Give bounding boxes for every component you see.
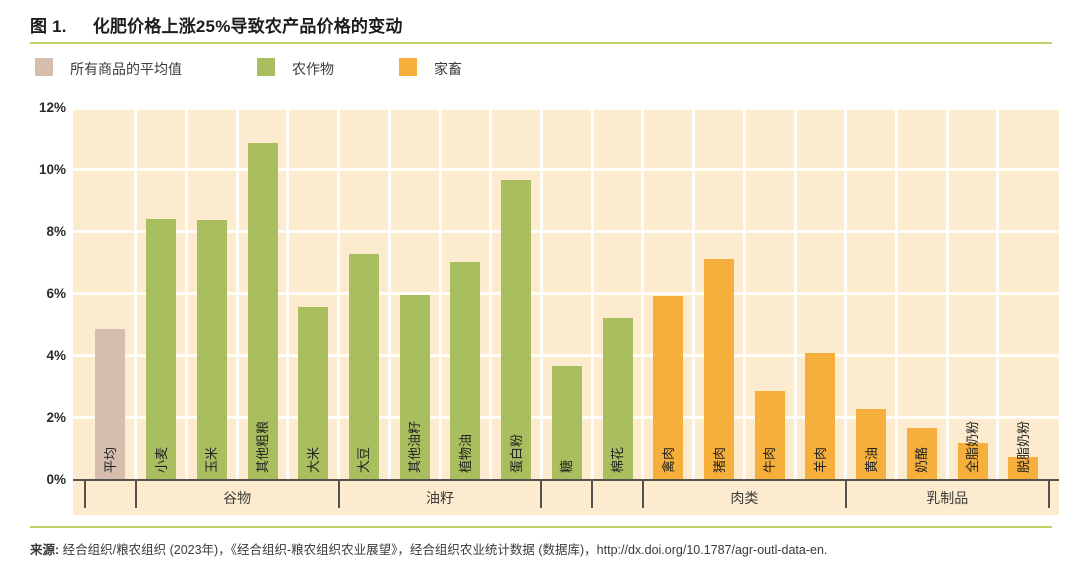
- gridline-vertical: [742, 107, 746, 479]
- y-axis-tick-label: 0%: [46, 472, 66, 487]
- gridline-vertical: [438, 107, 442, 479]
- axis-tick: [337, 481, 340, 508]
- bar: [95, 328, 126, 479]
- legend-label-livestock: 家畜: [434, 61, 462, 77]
- legend-label-crops: 农作物: [292, 61, 334, 77]
- gridline-vertical: [387, 107, 391, 479]
- crops-swatch: [257, 58, 275, 76]
- bar-category-label: 其他粗粮: [255, 420, 271, 473]
- gridline-vertical: [895, 107, 899, 479]
- gridline-vertical: [539, 107, 543, 479]
- bar: [653, 296, 684, 479]
- bar-category-label: 牛肉: [762, 446, 778, 473]
- axis-tick: [84, 481, 86, 508]
- axis-tick: [641, 481, 644, 508]
- livestock-swatch: [399, 58, 417, 76]
- gridline-vertical: [184, 107, 188, 479]
- bottom-divider: [30, 526, 1052, 528]
- bar: [247, 142, 278, 479]
- axis-tick: [844, 481, 847, 508]
- source-prefix: 来源:: [30, 543, 60, 557]
- bar: [348, 254, 379, 479]
- y-axis-tick-label: 12%: [38, 100, 66, 115]
- bar: [856, 409, 887, 479]
- axis-tick: [540, 481, 543, 508]
- bar: [146, 218, 177, 479]
- axis-tick: [591, 481, 594, 508]
- category-group-label: 肉类: [730, 490, 759, 506]
- bar: [1008, 457, 1039, 479]
- gridline-vertical: [337, 107, 341, 479]
- gridline-vertical: [844, 107, 848, 479]
- gridline-horizontal: [73, 230, 1059, 233]
- gridline-vertical: [996, 107, 1000, 479]
- bar-category-label: 平均: [102, 446, 118, 473]
- bar: [196, 220, 227, 479]
- gridline-vertical: [692, 107, 696, 479]
- bar-category-label: 羊肉: [812, 446, 828, 473]
- gridline-horizontal: [73, 292, 1059, 295]
- gridline-vertical: [134, 107, 138, 479]
- category-group-label: 油籽: [426, 490, 455, 506]
- bar-category-label: 大米: [305, 446, 321, 473]
- axis-tick: [134, 481, 137, 508]
- bar: [704, 258, 734, 479]
- bar-category-label: 奶酪: [914, 446, 930, 473]
- gridline-vertical: [793, 107, 797, 479]
- y-axis: 0% 2% 4% 6% 8% 10% 12%: [0, 0, 66, 566]
- gridline-vertical: [235, 107, 239, 479]
- figure-title: 图 1. 化肥价格上涨25%导致农产品价格的变动: [30, 12, 403, 37]
- average-swatch: [35, 58, 53, 76]
- bar-category-label: 黄油: [863, 446, 879, 473]
- bar-category-label: 脱脂奶粉: [1015, 420, 1031, 473]
- bar: [906, 427, 937, 479]
- bar-category-label: 玉米: [204, 446, 220, 473]
- bar-category-label: 全脂奶粉: [965, 420, 981, 473]
- title-divider: [30, 42, 1052, 44]
- category-group-label: 谷物: [223, 490, 252, 506]
- gridline-horizontal: [73, 354, 1059, 357]
- axis-tick: [1047, 481, 1050, 508]
- gridline-vertical: [641, 107, 645, 479]
- legend-label-average: 所有商品的平均值: [70, 61, 182, 77]
- bar: [602, 317, 633, 479]
- gridline-horizontal: [73, 168, 1059, 171]
- gridline-vertical: [489, 107, 493, 479]
- bar-category-label: 蛋白粉: [508, 433, 524, 473]
- figure-title-text: 化肥价格上涨25%导致农产品价格的变动: [92, 17, 403, 36]
- x-axis-line: [73, 479, 1059, 481]
- gridline-vertical: [286, 107, 290, 479]
- bar: [957, 443, 988, 479]
- bar-category-label: 大豆: [356, 446, 372, 473]
- bar-category-label: 糖: [559, 459, 575, 473]
- bar-category-label: 禽肉: [660, 446, 676, 473]
- bar-category-label: 小麦: [153, 446, 169, 473]
- bar-category-label: 其他油籽: [407, 420, 423, 473]
- bar-category-label: 猪肉: [711, 446, 727, 473]
- gridline-vertical: [590, 107, 594, 479]
- bar: [805, 353, 836, 479]
- bar: [298, 306, 329, 479]
- bar: [501, 179, 532, 479]
- gridline-horizontal: [73, 107, 1059, 110]
- y-axis-tick-label: 2%: [46, 410, 66, 425]
- bar: [450, 262, 481, 479]
- bar: [399, 294, 430, 479]
- bar-chart: 平均 小麦 玉米 其他粗粮 大米 大豆 其他油籽 植物油 蛋白粉糖 棉花 禽肉 猪肉 牛肉 羊肉 黄油 奶酪 全…: [73, 107, 1059, 515]
- y-axis-tick-label: 10%: [38, 162, 66, 177]
- y-axis-tick-label: 6%: [46, 286, 66, 301]
- bar-category-label: 植物油: [457, 433, 473, 473]
- gridline-vertical: [945, 107, 949, 479]
- source-text: 经合组织/粮农组织 (2023年)，《经合组织-粮农组织农业展望》，经合组织农业…: [59, 543, 828, 557]
- y-axis-tick-label: 4%: [46, 348, 66, 363]
- source-note: 来源: 经合组织/粮农组织 (2023年)，《经合组织-粮农组织农业展望》，经合…: [30, 539, 827, 558]
- figure-number: 图 1.: [30, 17, 67, 36]
- bar-category-label: 棉花: [610, 446, 626, 473]
- y-axis-tick-label: 8%: [46, 224, 66, 239]
- bar: [551, 365, 582, 479]
- bar: [754, 390, 785, 479]
- category-group-label: 乳制品: [926, 490, 969, 506]
